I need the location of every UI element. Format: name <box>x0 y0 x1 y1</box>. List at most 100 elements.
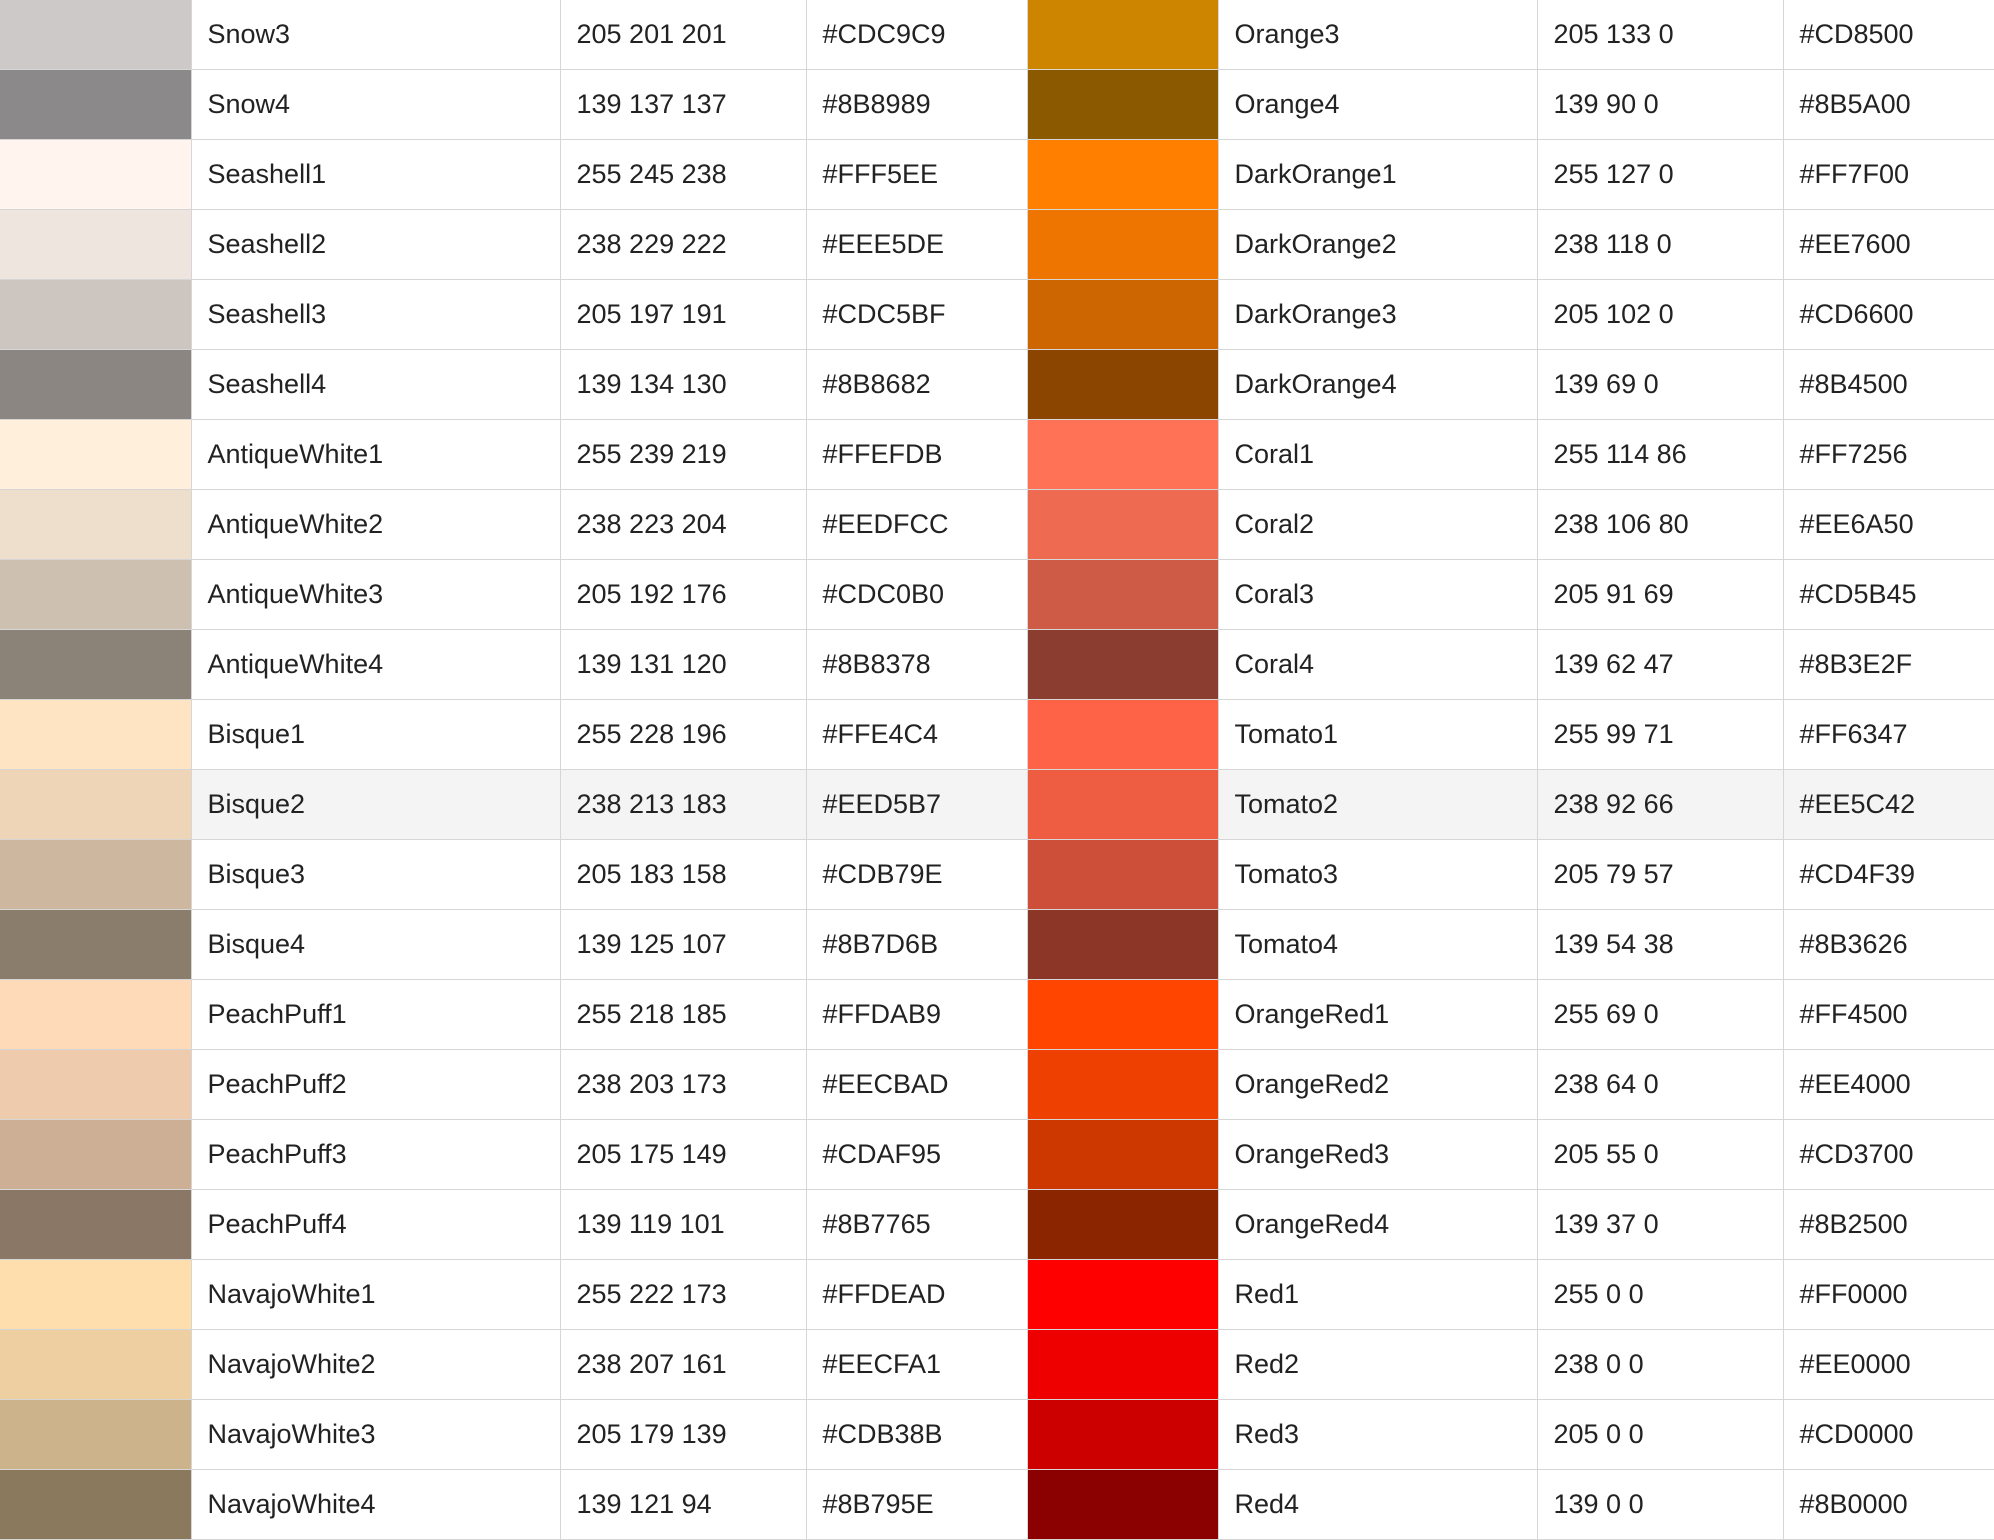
rgb-value-cell: 205 175 149 <box>559 1119 807 1190</box>
rgb-value-cell: 139 54 38 <box>1536 909 1784 980</box>
hex-value-cell: #CD6600 <box>1782 279 1994 350</box>
color-name-cell: PeachPuff4 <box>190 1189 561 1260</box>
color-swatch <box>0 1329 192 1400</box>
hex-value-cell: #CDC5BF <box>805 279 1028 350</box>
hex-value-cell: #CD5B45 <box>1782 559 1994 630</box>
hex-value-cell: #EE5C42 <box>1782 769 1994 840</box>
table-row: Bisque1 255 228 196 #FFE4C4 Tomato1 255 99 7… <box>0 699 1994 770</box>
color-name-cell: Orange4 <box>1217 69 1538 140</box>
rgb-value-cell: 238 203 173 <box>559 1049 807 1120</box>
rgb-value-cell: 205 133 0 <box>1536 0 1784 70</box>
rgb-value-cell: 238 106 80 <box>1536 489 1784 560</box>
hex-value-cell: #8B4500 <box>1782 349 1994 420</box>
color-swatch <box>0 1259 192 1330</box>
rgb-value-cell: 238 213 183 <box>559 769 807 840</box>
color-name-cell: PeachPuff2 <box>190 1049 561 1120</box>
color-name-cell: PeachPuff1 <box>190 979 561 1050</box>
rgb-value-cell: 255 99 71 <box>1536 699 1784 770</box>
table-row: PeachPuff2 238 203 173 #EECBAD OrangeRed2 23… <box>0 1049 1994 1120</box>
rgb-value-cell: 238 207 161 <box>559 1329 807 1400</box>
hex-value-cell: #8B7765 <box>805 1189 1028 1260</box>
rgb-value-cell: 205 197 191 <box>559 279 807 350</box>
color-name-cell: DarkOrange3 <box>1217 279 1538 350</box>
hex-value-cell: #EECBAD <box>805 1049 1028 1120</box>
color-swatch <box>0 1049 192 1120</box>
table-row: Snow4 139 137 137 #8B8989 Orange4 139 90 0 #8… <box>0 69 1994 140</box>
color-swatch <box>1026 0 1219 70</box>
color-name-cell: NavajoWhite3 <box>190 1399 561 1470</box>
color-swatch <box>0 839 192 910</box>
color-name-cell: Snow3 <box>190 0 561 70</box>
color-swatch <box>0 419 192 490</box>
color-swatch <box>0 979 192 1050</box>
color-name-cell: DarkOrange1 <box>1217 139 1538 210</box>
color-name-cell: Tomato4 <box>1217 909 1538 980</box>
color-swatch <box>0 909 192 980</box>
color-swatch <box>0 559 192 630</box>
rgb-value-cell: 255 228 196 <box>559 699 807 770</box>
hex-value-cell: #FFEFDB <box>805 419 1028 490</box>
color-name-cell: Seashell2 <box>190 209 561 280</box>
color-name-cell: Seashell3 <box>190 279 561 350</box>
color-name-cell: AntiqueWhite4 <box>190 629 561 700</box>
rgb-value-cell: 205 201 201 <box>559 0 807 70</box>
color-name-cell: NavajoWhite4 <box>190 1469 561 1540</box>
rgb-value-cell: 139 119 101 <box>559 1189 807 1260</box>
rgb-value-cell: 205 183 158 <box>559 839 807 910</box>
rgb-value-cell: 139 90 0 <box>1536 69 1784 140</box>
hex-value-cell: #CDC9C9 <box>805 0 1028 70</box>
color-swatch <box>1026 1399 1219 1470</box>
rgb-value-cell: 139 62 47 <box>1536 629 1784 700</box>
rgb-value-cell: 139 121 94 <box>559 1469 807 1540</box>
hex-value-cell: #CDB79E <box>805 839 1028 910</box>
rgb-value-cell: 139 131 120 <box>559 629 807 700</box>
color-name-cell: Coral3 <box>1217 559 1538 630</box>
hex-value-cell: #FFF5EE <box>805 139 1028 210</box>
rgb-value-cell: 205 102 0 <box>1536 279 1784 350</box>
color-name-cell: Tomato2 <box>1217 769 1538 840</box>
hex-value-cell: #EE4000 <box>1782 1049 1994 1120</box>
color-swatch <box>1026 1189 1219 1260</box>
color-swatch <box>1026 1259 1219 1330</box>
rgb-value-cell: 255 245 238 <box>559 139 807 210</box>
rgb-value-cell: 205 91 69 <box>1536 559 1784 630</box>
color-swatch <box>0 279 192 350</box>
table-row: Bisque4 139 125 107 #8B7D6B Tomato4 139 54 3… <box>0 909 1994 980</box>
hex-value-cell: #8B3E2F <box>1782 629 1994 700</box>
color-swatch <box>1026 419 1219 490</box>
rgb-value-cell: 255 239 219 <box>559 419 807 490</box>
color-swatch <box>0 489 192 560</box>
color-swatch <box>1026 279 1219 350</box>
hex-value-cell: #8B7D6B <box>805 909 1028 980</box>
color-swatch <box>0 699 192 770</box>
color-swatch <box>0 769 192 840</box>
color-name-cell: Snow4 <box>190 69 561 140</box>
color-swatch <box>1026 209 1219 280</box>
table-row: Seashell4 139 134 130 #8B8682 DarkOrange4 13… <box>0 349 1994 420</box>
table-row: Seashell2 238 229 222 #EEE5DE DarkOrange2 23… <box>0 209 1994 280</box>
rgb-value-cell: 255 222 173 <box>559 1259 807 1330</box>
color-name-cell: Bisque2 <box>190 769 561 840</box>
table-row: AntiqueWhite2 238 223 204 #EEDFCC Coral2 238… <box>0 489 1994 560</box>
rgb-value-cell: 205 192 176 <box>559 559 807 630</box>
rgb-value-cell: 139 0 0 <box>1536 1469 1784 1540</box>
color-swatch <box>1026 1049 1219 1120</box>
color-name-cell: Red3 <box>1217 1399 1538 1470</box>
color-name-cell: Coral1 <box>1217 419 1538 490</box>
color-name-cell: NavajoWhite2 <box>190 1329 561 1400</box>
table-row: NavajoWhite1 255 222 173 #FFDEAD Red1 255 0 … <box>0 1259 1994 1330</box>
hex-value-cell: #EE7600 <box>1782 209 1994 280</box>
hex-value-cell: #EED5B7 <box>805 769 1028 840</box>
hex-value-cell: #CD4F39 <box>1782 839 1994 910</box>
color-swatch <box>1026 769 1219 840</box>
rgb-value-cell: 255 114 86 <box>1536 419 1784 490</box>
table-row: Seashell3 205 197 191 #CDC5BF DarkOrange3 20… <box>0 279 1994 350</box>
hex-value-cell: #8B0000 <box>1782 1469 1994 1540</box>
table-row: AntiqueWhite1 255 239 219 #FFEFDB Coral1 255… <box>0 419 1994 490</box>
color-swatch <box>0 629 192 700</box>
color-swatch <box>1026 979 1219 1050</box>
color-swatch <box>0 1189 192 1260</box>
color-swatch <box>1026 489 1219 560</box>
